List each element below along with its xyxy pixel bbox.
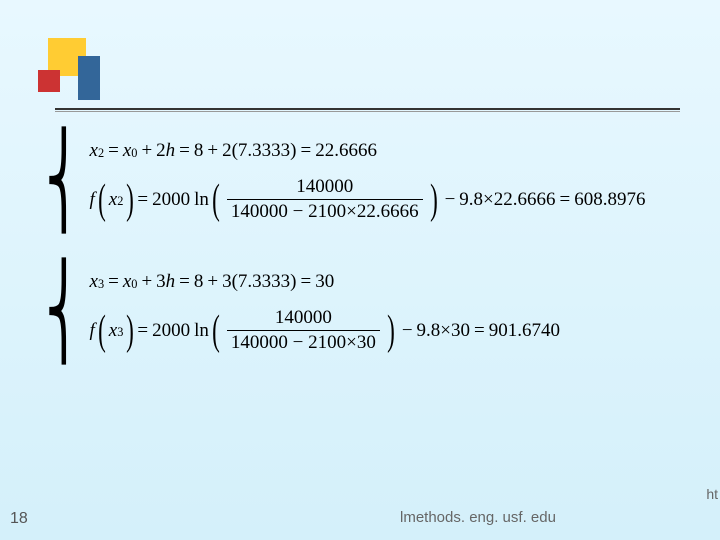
logo-blue-bar [78, 56, 100, 100]
footer-right-fragment: ht [706, 486, 718, 502]
page-number: 18 [10, 510, 28, 528]
equation-lines-1: x2 = x0 + 2h = 8 + 2(7.3333) = 22.6666 f… [90, 140, 646, 223]
equation-1-line-2: f (x2) = 2000ln ( 140000 140000 − 2100×2… [90, 176, 646, 223]
equation-1-line-1: x2 = x0 + 2h = 8 + 2(7.3333) = 22.6666 [90, 140, 646, 162]
equation-lines-2: x3 = x0 + 3h = 8 + 3(7.3333) = 30 f (x3)… [90, 271, 560, 354]
fraction: 140000 140000 − 2100×22.6666 [227, 176, 423, 223]
title-divider-shadow [55, 111, 680, 112]
slide-logo [38, 38, 128, 108]
left-brace-icon: ⎨ [45, 272, 82, 353]
title-divider [55, 108, 680, 110]
left-brace-icon: ⎨ [45, 141, 82, 222]
equation-2-line-1: x3 = x0 + 3h = 8 + 3(7.3333) = 30 [90, 271, 560, 293]
logo-red-square [38, 70, 60, 92]
equation-group-1: ⎨ x2 = x0 + 2h = 8 + 2(7.3333) = 22.6666… [30, 140, 710, 223]
equation-2-line-2: f (x3) = 2000ln ( 140000 140000 − 2100×3… [90, 307, 560, 354]
footer-url: lmethods. eng. usf. edu [400, 509, 556, 526]
equation-group-2: ⎨ x3 = x0 + 3h = 8 + 3(7.3333) = 30 f (x… [30, 271, 710, 354]
slide-content: ⎨ x2 = x0 + 2h = 8 + 2(7.3333) = 22.6666… [30, 140, 710, 402]
fraction: 140000 140000 − 2100×30 [227, 307, 380, 354]
